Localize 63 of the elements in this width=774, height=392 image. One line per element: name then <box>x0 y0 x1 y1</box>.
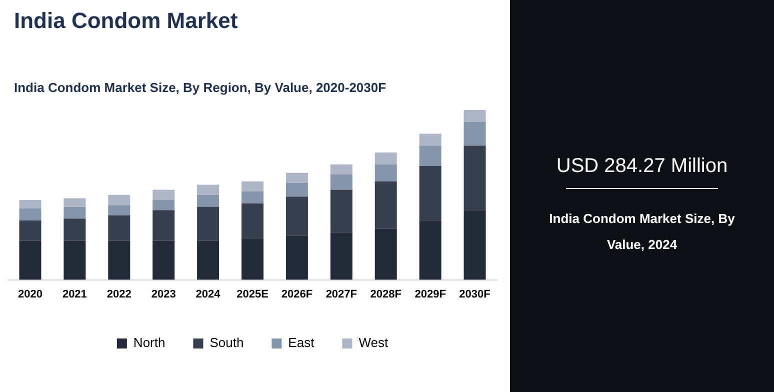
bar <box>464 110 486 122</box>
bar <box>152 200 175 210</box>
bar <box>197 184 220 195</box>
bar <box>286 196 308 236</box>
x-tick-label: 2025E <box>236 288 268 300</box>
bar <box>286 236 308 280</box>
bar <box>19 240 42 280</box>
bar <box>330 190 352 232</box>
x-tick-label: 2027F <box>326 288 358 300</box>
text: USD 284.27 Million <box>555 155 729 178</box>
bar <box>64 218 86 241</box>
bar <box>374 152 397 164</box>
bar <box>286 183 308 197</box>
bar <box>374 228 397 280</box>
bar <box>152 190 175 200</box>
x-tick-label: 2021 <box>62 288 87 300</box>
bar <box>108 215 130 241</box>
bar <box>464 122 486 146</box>
bar <box>419 134 442 146</box>
bar <box>242 192 264 204</box>
x-tick-label: 2030F <box>459 288 491 300</box>
bar <box>330 174 352 190</box>
bar <box>374 164 397 182</box>
bar <box>419 166 442 220</box>
x-tick-label: 2023 <box>151 288 176 300</box>
bar <box>242 239 264 280</box>
bar <box>64 206 86 219</box>
bar <box>19 220 42 241</box>
x-tick-label: 2029F <box>414 288 446 300</box>
x-tick-label: 2028F <box>370 288 402 300</box>
bar <box>19 208 42 220</box>
legend-label: North <box>133 335 166 350</box>
legend-label: West <box>358 335 388 350</box>
text: India Condom Market Size, By Value, 2024 <box>548 210 736 254</box>
bar <box>108 194 130 206</box>
bar <box>464 210 486 280</box>
bar <box>19 200 42 208</box>
bar <box>419 146 442 166</box>
x-tick-label: 2020 <box>18 288 42 300</box>
bar <box>197 240 220 280</box>
bar <box>64 240 86 280</box>
x-tick-label: 2026F <box>281 288 313 300</box>
bar <box>108 240 130 280</box>
bar <box>242 203 264 240</box>
bar <box>108 205 130 216</box>
legend-label: East <box>288 335 315 350</box>
bar <box>152 240 175 280</box>
x-tick-label: 2024 <box>196 288 222 300</box>
bar <box>374 181 397 229</box>
x-tick-label: 2022 <box>106 288 132 300</box>
bar <box>242 181 264 192</box>
bar <box>286 172 308 184</box>
bar <box>330 164 352 175</box>
bar <box>197 194 220 207</box>
chart-subtitle: India Condom Market Size, By Region, By Value, 2020-2030F <box>14 80 386 95</box>
bar <box>152 210 175 241</box>
bar <box>464 146 486 210</box>
bar <box>330 232 352 280</box>
chart-title: India Condom Market <box>14 8 238 34</box>
bar <box>419 220 442 280</box>
bar <box>197 206 220 241</box>
bar <box>64 198 86 207</box>
legend-label: South <box>210 335 244 350</box>
